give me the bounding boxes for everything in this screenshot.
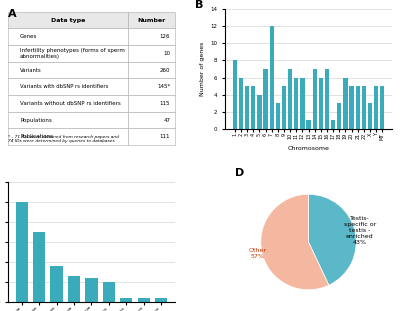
Bar xyxy=(356,86,360,129)
Bar xyxy=(362,86,366,129)
Bar xyxy=(300,77,304,129)
Wedge shape xyxy=(308,194,356,285)
Bar xyxy=(103,282,115,302)
Bar xyxy=(331,120,335,129)
Bar xyxy=(282,86,286,129)
Bar xyxy=(306,120,311,129)
Bar xyxy=(319,77,323,129)
Bar xyxy=(343,77,348,129)
Bar xyxy=(155,298,167,302)
Bar xyxy=(85,278,98,302)
Bar xyxy=(251,86,255,129)
Bar xyxy=(349,86,354,129)
Bar xyxy=(257,95,262,129)
Bar xyxy=(368,103,372,129)
Bar xyxy=(120,298,132,302)
Bar xyxy=(233,60,237,129)
Bar xyxy=(294,77,298,129)
Bar xyxy=(325,69,329,129)
Text: * - 71 IDs were obtained from research papers and
74 IDs were determined by quer: * - 71 IDs were obtained from research p… xyxy=(8,135,119,143)
Bar xyxy=(16,202,28,302)
Bar xyxy=(312,69,317,129)
Bar xyxy=(380,86,384,129)
Text: B: B xyxy=(195,0,203,10)
X-axis label: Chromosome: Chromosome xyxy=(288,146,330,151)
Bar xyxy=(138,298,150,302)
Text: Testis-
specific or
testis -
enriched
43%: Testis- specific or testis - enriched 43… xyxy=(344,216,376,245)
Bar xyxy=(374,86,378,129)
Text: D: D xyxy=(234,168,244,178)
Bar xyxy=(239,77,243,129)
Bar xyxy=(337,103,341,129)
Bar xyxy=(276,103,280,129)
Bar xyxy=(270,26,274,129)
Text: A: A xyxy=(8,9,17,19)
Text: Other
57%: Other 57% xyxy=(248,248,266,259)
Bar xyxy=(288,69,292,129)
Bar xyxy=(245,86,249,129)
Bar xyxy=(68,276,80,302)
Bar xyxy=(50,266,63,302)
Y-axis label: Number of genes: Number of genes xyxy=(200,42,205,96)
Wedge shape xyxy=(261,194,329,290)
Bar xyxy=(33,232,45,302)
Bar xyxy=(263,69,268,129)
